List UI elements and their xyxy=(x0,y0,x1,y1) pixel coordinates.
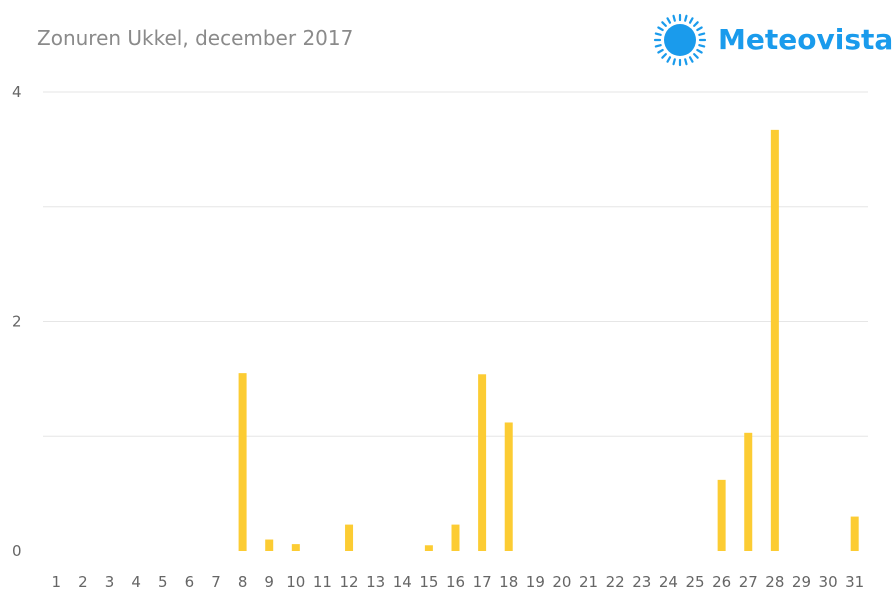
x-tick-label: 20 xyxy=(552,573,571,591)
bar-day-16[interactable] xyxy=(451,524,460,551)
y-tick-label: 0 xyxy=(12,542,22,560)
x-tick-label: 25 xyxy=(685,573,704,591)
x-tick-label: 5 xyxy=(158,573,168,591)
sun-ray xyxy=(654,32,662,36)
sun-ray xyxy=(693,53,699,59)
x-tick-label: 16 xyxy=(446,573,465,591)
bar-day-28[interactable] xyxy=(770,129,779,551)
x-tick-label: 12 xyxy=(340,573,359,591)
sun-ray xyxy=(684,14,688,22)
sun-ray xyxy=(688,17,694,24)
sun-ray xyxy=(696,48,703,54)
sun-ray xyxy=(684,58,688,66)
x-tick-label: 23 xyxy=(632,573,651,591)
y-tick-label: 2 xyxy=(12,313,22,331)
x-tick-label: 13 xyxy=(366,573,385,591)
x-tick-label: 7 xyxy=(211,573,221,591)
bar-day-10[interactable] xyxy=(291,544,300,551)
x-tick-label: 11 xyxy=(313,573,332,591)
sun-ray xyxy=(672,58,676,66)
sun-ray xyxy=(661,53,667,59)
x-tick-label: 2 xyxy=(78,573,88,591)
x-tick-label: 17 xyxy=(473,573,492,591)
bar-day-27[interactable] xyxy=(744,432,753,551)
brand-name: Meteovista xyxy=(718,23,892,56)
brand-logo[interactable]: Meteovista xyxy=(652,12,892,72)
x-tick-label: 22 xyxy=(606,573,625,591)
x-tick-label: 26 xyxy=(712,573,731,591)
x-tick-label: 8 xyxy=(238,573,248,591)
bar-day-31[interactable] xyxy=(850,516,859,551)
chart-title: Zonuren Ukkel, december 2017 xyxy=(37,26,354,50)
x-tick-label: 29 xyxy=(792,573,811,591)
x-tick-label: 28 xyxy=(765,573,784,591)
sun-ray xyxy=(693,21,699,27)
sun-ray xyxy=(688,56,694,63)
bar-day-15[interactable] xyxy=(424,545,433,551)
bar-day-26[interactable] xyxy=(717,479,726,551)
x-tick-label: 21 xyxy=(579,573,598,591)
x-tick-label: 3 xyxy=(105,573,115,591)
sun-ray xyxy=(698,44,706,48)
x-tick-label: 19 xyxy=(526,573,545,591)
sun-ray xyxy=(666,17,672,24)
sun-ray xyxy=(696,26,703,32)
x-tick-label: 14 xyxy=(393,573,412,591)
sun-ray xyxy=(661,21,667,27)
sun-ray xyxy=(654,44,662,48)
sun-ray xyxy=(657,48,664,54)
bar-day-12[interactable] xyxy=(345,524,354,551)
sun-ray xyxy=(698,32,706,36)
sun-ray xyxy=(657,26,664,32)
bar-day-18[interactable] xyxy=(504,422,513,551)
x-tick-label: 27 xyxy=(739,573,758,591)
bar-day-8[interactable] xyxy=(238,373,247,551)
x-tick-label: 4 xyxy=(131,573,141,591)
x-tick-label: 15 xyxy=(419,573,438,591)
y-tick-label: 4 xyxy=(12,83,22,101)
bar-day-9[interactable] xyxy=(265,539,274,551)
x-tick-label: 24 xyxy=(659,573,678,591)
x-tick-label: 30 xyxy=(819,573,838,591)
x-tick-label: 9 xyxy=(264,573,274,591)
sun-ray xyxy=(672,14,676,22)
x-tick-label: 18 xyxy=(499,573,518,591)
x-tick-label: 31 xyxy=(845,573,864,591)
bar-day-17[interactable] xyxy=(478,374,487,551)
sun-icon xyxy=(653,13,707,67)
x-tick-label: 10 xyxy=(286,573,305,591)
x-tick-label: 6 xyxy=(185,573,195,591)
x-tick-label: 1 xyxy=(52,573,62,591)
sun-ray xyxy=(666,56,672,63)
